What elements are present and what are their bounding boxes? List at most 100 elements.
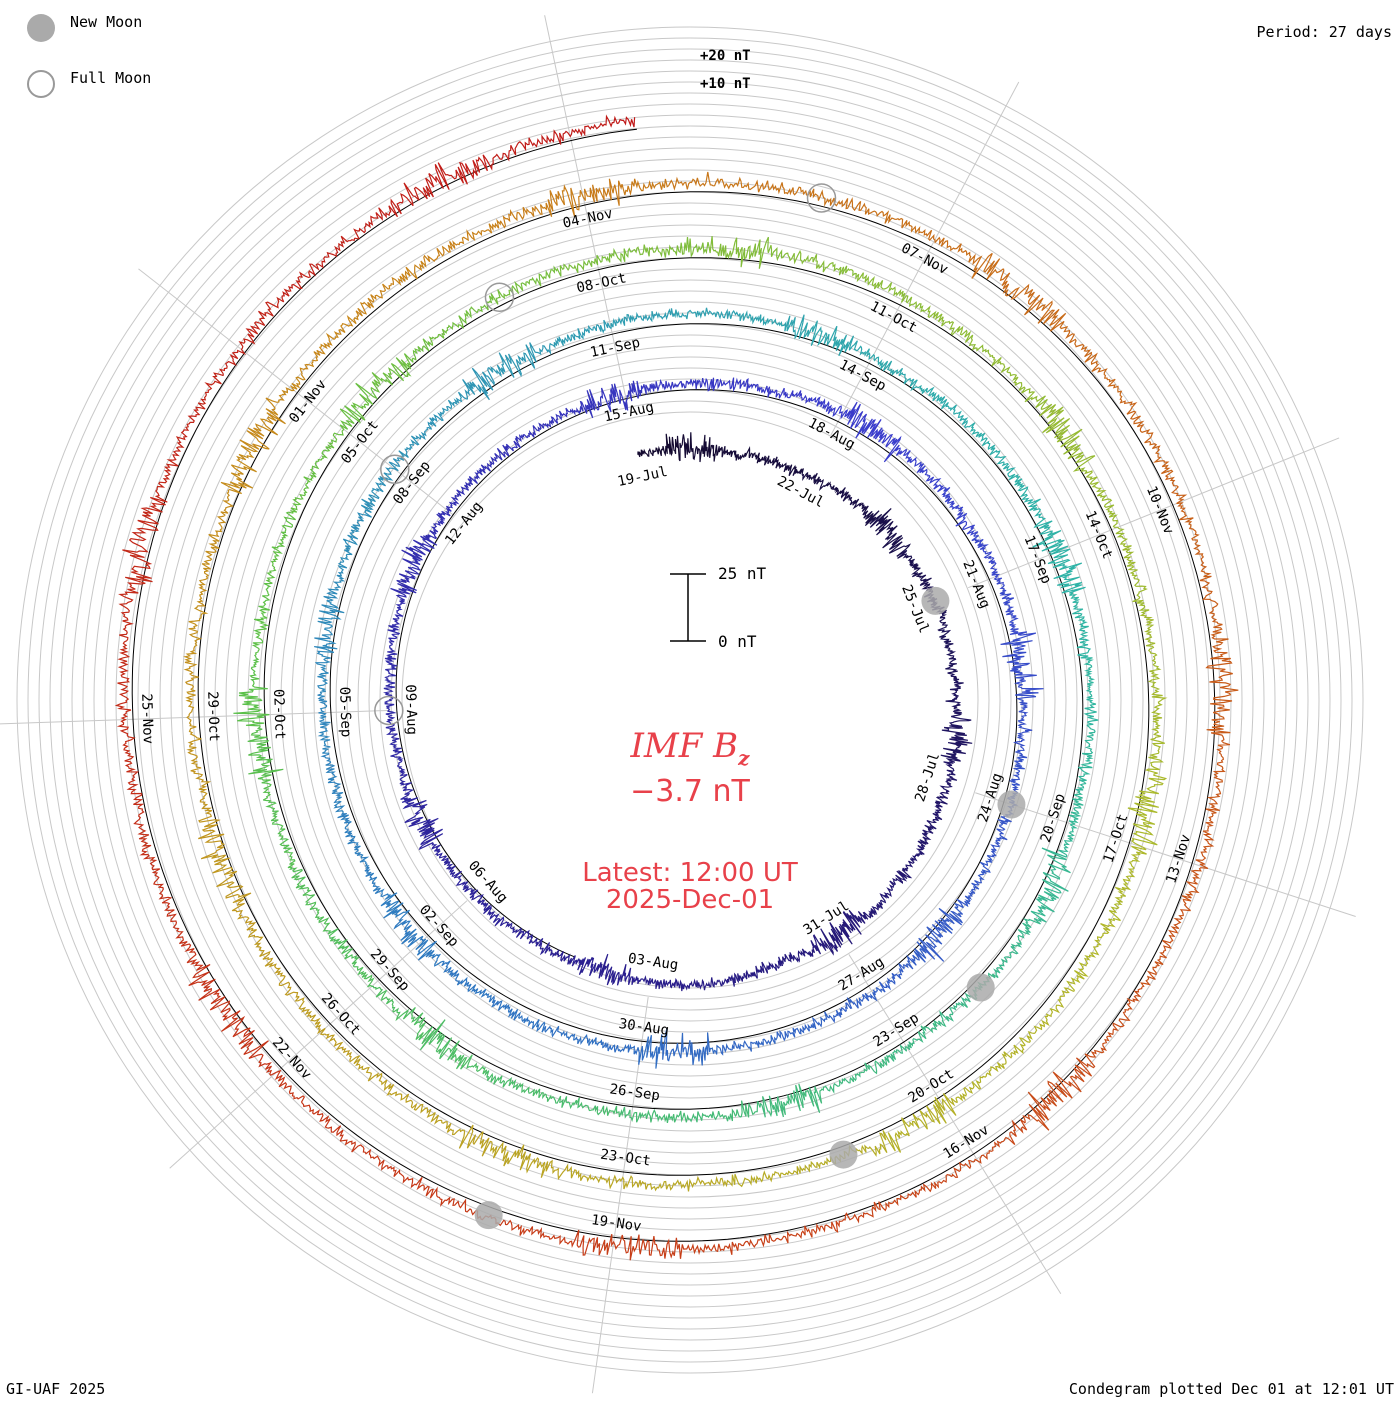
chart-title-sub: z (738, 745, 750, 770)
reference-ring (302, 312, 1078, 1088)
data-series-segment (216, 439, 259, 526)
reference-ring (324, 334, 1056, 1066)
data-series-segment (951, 1118, 1028, 1179)
data-series-segment (857, 880, 896, 920)
data-series-segment (956, 855, 994, 908)
spoke-line (975, 792, 1356, 917)
data-series-segment (550, 1095, 620, 1118)
data-series-segment (610, 308, 675, 329)
data-series-segment (233, 653, 270, 728)
legend-full-moon-label: Full Moon (70, 69, 152, 87)
data-series-segment (289, 866, 331, 932)
data-series-segment (600, 380, 651, 412)
data-series-segment (183, 605, 209, 690)
data-series-segment (762, 455, 804, 477)
data-series-segment (469, 894, 513, 928)
date-label: 05-Sep (336, 686, 354, 737)
data-series-segment (856, 272, 927, 313)
data-series-segment (754, 179, 841, 207)
data-series-segment (559, 247, 634, 274)
data-series-segment (968, 422, 1016, 478)
reference-labels: +20 nT +10 nT (700, 48, 751, 92)
data-series-segment (642, 975, 691, 992)
data-series-segment (668, 171, 756, 191)
data-series-segment (756, 383, 811, 404)
data-series-segment (137, 828, 177, 918)
reference-ring (236, 246, 1144, 1154)
reference-ring (38, 48, 1342, 1352)
reference-ring (104, 114, 1276, 1286)
data-series-segment (122, 734, 145, 830)
reference-ring (82, 92, 1298, 1308)
data-series-segment (1075, 724, 1096, 793)
data-series-segment (340, 1139, 424, 1191)
spoke-line (0, 709, 391, 725)
date-label: 19-Nov (590, 1212, 642, 1235)
data-series-segment (945, 672, 964, 718)
data-series-segment (419, 1019, 488, 1075)
date-label: 21-Aug (959, 558, 993, 611)
data-series-segment (317, 570, 346, 632)
full-moon-marker (806, 183, 837, 213)
data-series-segment (218, 296, 285, 376)
data-series-segment (999, 268, 1069, 333)
new-moon-icon (27, 14, 55, 42)
data-series-segment (196, 525, 223, 607)
data-series-segment (702, 377, 758, 393)
data-series-segment (1148, 689, 1168, 771)
data-series-segment (317, 691, 331, 754)
date-label: 04-Nov (561, 206, 614, 232)
new-moon-marker (474, 1201, 503, 1230)
data-series-segment (862, 348, 918, 392)
data-series-segment (801, 472, 842, 496)
credit-label: GI-UAF 2025 (6, 1380, 106, 1398)
data-series-segment (1032, 530, 1086, 594)
data-series-segment (541, 1025, 602, 1047)
date-label: 28-Jul (912, 751, 943, 804)
data-series-segment (549, 319, 612, 349)
data-series-segment (435, 481, 472, 527)
data-series-segment (488, 995, 546, 1033)
data-series-segment (616, 116, 636, 128)
reference-ring (258, 268, 1122, 1132)
data-series-segment (1127, 768, 1168, 849)
date-label: 10-Nov (1143, 484, 1177, 537)
data-series-segment (776, 1011, 832, 1042)
reference-ring (27, 37, 1353, 1363)
data-series-segment (784, 249, 860, 280)
data-series-segment (193, 772, 226, 860)
data-series-segment (917, 803, 943, 850)
data-series-segment (209, 996, 277, 1076)
data-series-segment (595, 953, 643, 986)
reference-ring (203, 213, 1177, 1187)
full-moon-marker (484, 282, 515, 312)
data-series-segment (993, 918, 1041, 978)
data-series-segment (689, 1100, 759, 1123)
data-series-segment (401, 523, 439, 571)
data-series-segment (170, 916, 222, 1005)
spoke-line (830, 81, 1020, 436)
reference-ring (115, 125, 1265, 1275)
data-series-segment (902, 449, 947, 493)
data-series-segment (689, 972, 738, 991)
reference-label: +10 nT (700, 76, 751, 92)
data-series-segment (780, 934, 827, 967)
data-series-segment (798, 320, 864, 357)
data-series-segment (940, 715, 973, 763)
data-series-segment (499, 184, 584, 229)
date-label: 26-Sep (609, 1081, 661, 1104)
data-series-segment (1205, 643, 1239, 734)
data-series-segment (673, 307, 740, 320)
data-series-segment (185, 688, 202, 774)
spoke-line (544, 15, 629, 407)
reference-ring (60, 70, 1320, 1330)
data-series-segment (600, 1034, 663, 1069)
reference-ring (368, 378, 1012, 1022)
data-series-segment (999, 583, 1037, 637)
data-series-segment (1199, 556, 1229, 645)
data-series-segment (281, 235, 356, 303)
reference-ring (181, 191, 1199, 1209)
moon-markers (374, 183, 1026, 1230)
date-label: 17-Sep (1021, 533, 1055, 586)
date-label: 23-Oct (599, 1147, 651, 1170)
